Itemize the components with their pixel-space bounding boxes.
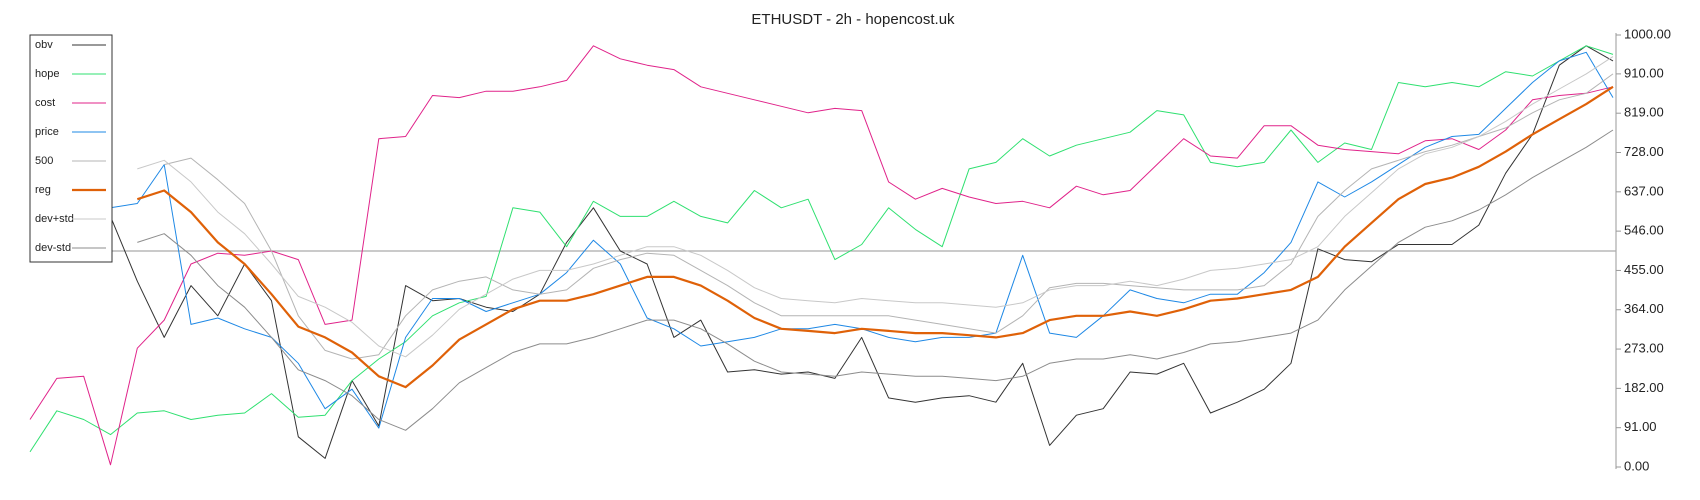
- chart-title: ETHUSDT - 2h - hopencost.uk: [751, 11, 955, 28]
- y-tick-label: 182.00: [1624, 380, 1664, 395]
- series-line: [29, 45, 1614, 466]
- legend-label: 500: [35, 155, 53, 167]
- series-line: [29, 45, 1614, 453]
- legend-label: hope: [35, 68, 59, 80]
- y-tick-label: 273.00: [1624, 341, 1664, 356]
- y-tick-label: 0.00: [1624, 458, 1649, 473]
- legend-label: price: [35, 126, 59, 138]
- legend-label: obv: [35, 39, 53, 51]
- y-tick-label: 637.00: [1624, 183, 1664, 198]
- legend-box: [29, 34, 113, 263]
- y-tick-label: 364.00: [1624, 301, 1664, 316]
- series-line: [137, 129, 1614, 431]
- series-line: [110, 45, 1614, 459]
- series-line: [164, 73, 1614, 360]
- y-tick-label: 819.00: [1624, 105, 1664, 120]
- y-tick-label: 91.00: [1624, 419, 1657, 434]
- legend: obv hope cost price 500 reg dev+std dev-std: [29, 34, 113, 263]
- y-tick-label: 546.00: [1624, 223, 1664, 238]
- legend-label: dev-std: [35, 242, 71, 254]
- legend-label: reg: [35, 184, 51, 196]
- y-tick-label: 728.00: [1624, 144, 1664, 159]
- y-tick-label: 1000.00: [1624, 26, 1671, 41]
- series-line: [136, 85, 1614, 389]
- series-line: [137, 56, 1614, 358]
- legend-label: cost: [35, 97, 55, 109]
- y-tick-label: 910.00: [1624, 65, 1664, 80]
- y-tick-label: 455.00: [1624, 262, 1664, 277]
- legend-label: dev+std: [35, 213, 74, 225]
